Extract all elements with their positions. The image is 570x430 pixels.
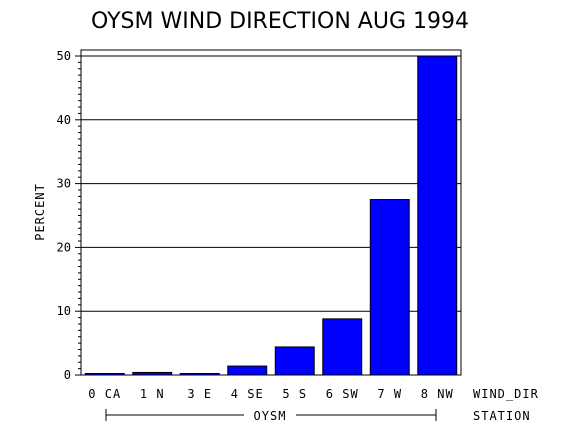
bar <box>417 55 458 376</box>
group-label-bg <box>244 406 296 424</box>
bar <box>227 365 268 376</box>
x-category-label: 8 NW <box>421 387 454 401</box>
y-tick-label: 0 <box>64 368 71 382</box>
x-category-label: 4 SE <box>231 387 264 401</box>
group-label: OYSM <box>254 409 287 423</box>
chart-title: OYSM WIND DIRECTION AUG 1994 <box>91 9 469 34</box>
y-axis-label: PERCENT <box>33 183 47 241</box>
bar-series <box>84 55 458 376</box>
bar <box>274 346 315 376</box>
x-axis-label: WIND_DIR <box>473 387 539 401</box>
x-category-label: 5 S <box>282 387 307 401</box>
x-category-label: 7 W <box>377 387 402 401</box>
x-category-label: 6 SW <box>326 387 359 401</box>
y-tick-label: 10 <box>57 304 71 318</box>
y-tick-label: 30 <box>57 177 71 191</box>
x-axis: 0 CA 1 N 3 E 4 SE 5 S 6 SW 7 W 8 NW <box>88 387 454 401</box>
x-category-label: 3 E <box>187 387 212 401</box>
bar <box>369 199 410 376</box>
y-tick-label: 20 <box>57 240 71 254</box>
plot-frame <box>80 49 462 376</box>
y-tick-label: 50 <box>57 49 71 63</box>
x-category-label: 1 N <box>140 387 165 401</box>
group-axis-label: STATION <box>473 409 531 423</box>
y-axis: 0 10 20 30 40 50 <box>57 49 81 382</box>
x-category-label: 0 CA <box>88 387 121 401</box>
bar <box>322 318 363 376</box>
y-tick-label: 40 <box>57 113 71 127</box>
